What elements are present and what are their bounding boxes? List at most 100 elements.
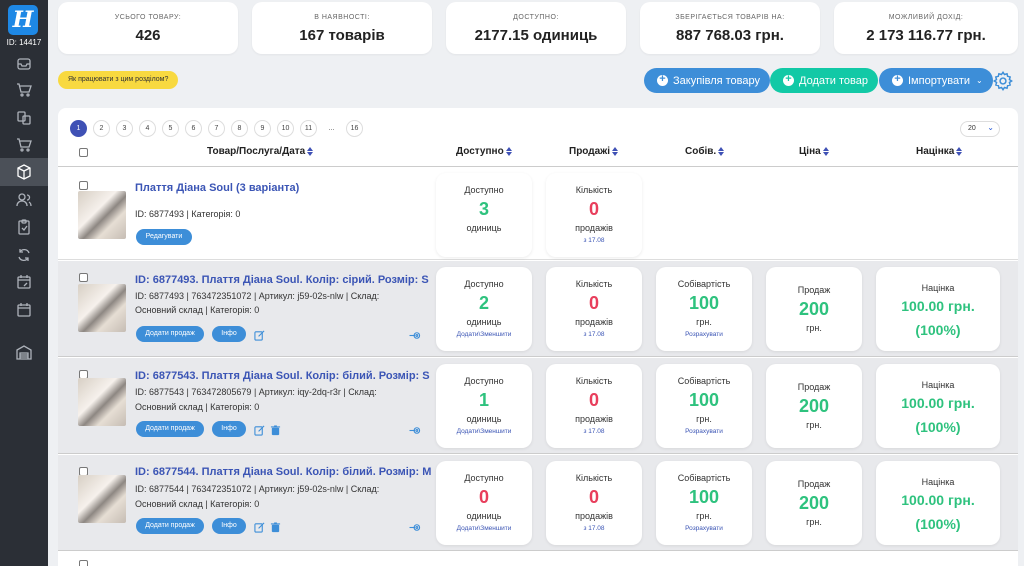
page-button[interactable]: 16 bbox=[346, 120, 363, 137]
calendar-icon[interactable] bbox=[0, 296, 48, 324]
warehouse-icon[interactable] bbox=[0, 338, 48, 366]
header-divider bbox=[58, 166, 1018, 167]
page-button[interactable]: 6 bbox=[185, 120, 202, 137]
adjust-stock-link[interactable]: Додати\Зменшити bbox=[456, 525, 512, 532]
sales-card: Кількість 0 продажів з 17.08 bbox=[546, 364, 642, 448]
card-title: Націнка bbox=[921, 477, 955, 487]
page-button[interactable]: 2 bbox=[93, 120, 110, 137]
page-button[interactable]: 4 bbox=[139, 120, 156, 137]
calendar-edit-icon[interactable] bbox=[0, 268, 48, 296]
variant-title[interactable]: ID: 6877544. Плаття Діана Soul. Колір: б… bbox=[135, 466, 432, 478]
users-icon[interactable] bbox=[0, 186, 48, 214]
sort-icon bbox=[612, 147, 619, 156]
column-cost-label: Собів. bbox=[685, 146, 717, 157]
row-checkbox[interactable] bbox=[79, 273, 88, 282]
variant-settings-icon[interactable] bbox=[408, 328, 422, 339]
sort-icon bbox=[505, 147, 513, 156]
add-product-button[interactable]: Додати товар bbox=[770, 68, 878, 93]
edit-icon[interactable] bbox=[254, 423, 265, 436]
adjust-stock-link[interactable]: Додати\Зменшити bbox=[456, 428, 512, 435]
import-button[interactable]: Імпортувати ⌄ bbox=[879, 68, 993, 93]
calculate-link[interactable]: Розрахувати bbox=[685, 428, 723, 435]
purchase-button-label: Закупівля товару bbox=[673, 74, 760, 87]
cart-icon[interactable] bbox=[0, 131, 48, 159]
variant-row: ID: 6877543. Плаття Діана Soul. Колір: б… bbox=[58, 358, 1018, 454]
products-swap-icon[interactable] bbox=[0, 104, 48, 132]
page-button[interactable]: 11 bbox=[300, 120, 317, 137]
add-sale-button[interactable]: Додати продаж bbox=[136, 326, 204, 342]
card-title: Доступно bbox=[464, 185, 504, 195]
product-row: Плаття Діана Soul (3 варіанта) ID: 68774… bbox=[58, 167, 1018, 260]
add-sale-button[interactable]: Додати продаж bbox=[136, 518, 204, 534]
refresh-icon[interactable] bbox=[0, 241, 48, 269]
edit-icon[interactable] bbox=[254, 520, 265, 533]
column-sales[interactable]: Продажі bbox=[569, 146, 619, 157]
help-button[interactable]: Як працювати з цим розділом? bbox=[58, 71, 179, 89]
add-sale-button[interactable]: Додати продаж bbox=[136, 421, 204, 437]
info-button[interactable]: Інфо bbox=[212, 326, 246, 342]
adjust-stock-link[interactable]: Додати\Зменшити bbox=[456, 331, 512, 338]
stat-value: 426 bbox=[135, 27, 161, 44]
price-card: Продаж 200 грн. bbox=[766, 364, 862, 448]
product-thumbnail[interactable] bbox=[78, 284, 126, 332]
gear-icon[interactable] bbox=[992, 70, 1014, 92]
per-page-value: 20 bbox=[968, 125, 976, 132]
page-button[interactable]: 5 bbox=[162, 120, 179, 137]
box-icon[interactable] bbox=[0, 158, 48, 186]
variant-info-line2: Основний склад | Категорія: 0 bbox=[135, 499, 260, 509]
calculate-link[interactable]: Розрахувати bbox=[685, 525, 723, 532]
variant-info-line2: Основний склад | Категорія: 0 bbox=[135, 305, 260, 315]
plus-circle-icon bbox=[657, 73, 668, 86]
column-available[interactable]: Доступно bbox=[456, 146, 513, 157]
column-markup[interactable]: Націнка bbox=[916, 146, 963, 157]
per-page-select[interactable]: 20 ⌄ bbox=[960, 121, 1000, 137]
page-button[interactable]: 3 bbox=[116, 120, 133, 137]
product-thumbnail[interactable] bbox=[78, 378, 126, 426]
calculate-link[interactable]: Розрахувати bbox=[685, 331, 723, 338]
product-thumbnail[interactable] bbox=[78, 191, 126, 239]
pagination: 1 2 3 4 5 6 7 8 9 10 11 ... 16 bbox=[70, 120, 363, 137]
info-button[interactable]: Інфо bbox=[212, 518, 246, 534]
card-title: Доступно bbox=[464, 376, 504, 386]
variant-settings-icon[interactable] bbox=[408, 520, 422, 531]
variant-title[interactable]: ID: 6877493. Плаття Діана Soul. Колір: с… bbox=[135, 274, 429, 286]
card-value: 1 bbox=[478, 390, 489, 410]
card-date: з 17.08 bbox=[583, 428, 605, 435]
column-price[interactable]: Ціна bbox=[799, 146, 830, 157]
sort-icon bbox=[956, 147, 963, 156]
row-checkbox[interactable] bbox=[79, 560, 88, 566]
page-button[interactable]: 1 bbox=[70, 120, 87, 137]
column-product[interactable]: Товар/Послуга/Дата bbox=[207, 146, 314, 157]
app-logo[interactable]: H bbox=[8, 5, 38, 35]
purchase-button[interactable]: Закупівля товару bbox=[644, 68, 770, 93]
card-title: Доступно bbox=[464, 279, 504, 289]
page-button[interactable]: 8 bbox=[231, 120, 248, 137]
row-checkbox[interactable] bbox=[79, 181, 88, 190]
cart-icon[interactable] bbox=[0, 76, 48, 104]
variant-row: ID: 6877493. Плаття Діана Soul. Колір: с… bbox=[58, 261, 1018, 357]
page-button[interactable]: 7 bbox=[208, 120, 225, 137]
variant-title[interactable]: ID: 6877543. Плаття Діана Soul. Колір: б… bbox=[135, 370, 430, 382]
product-title[interactable]: Плаття Діана Soul (3 варіанта) bbox=[135, 182, 300, 194]
stat-label: В НАЯВНОСТІ: bbox=[314, 14, 370, 21]
trash-icon[interactable] bbox=[270, 520, 281, 533]
sort-icon bbox=[307, 147, 314, 156]
edit-button[interactable]: Редагувати bbox=[136, 229, 192, 245]
info-button[interactable]: Інфо bbox=[212, 421, 246, 437]
edit-icon[interactable] bbox=[254, 328, 265, 341]
trash-icon[interactable] bbox=[270, 423, 281, 436]
column-markup-label: Націнка bbox=[916, 146, 955, 157]
sales-card: Кількість 0 продажів з 17.08 bbox=[546, 267, 642, 351]
stat-stored-value: ЗБЕРІГАЄТЬСЯ ТОВАРІВ НА: 887 768.03 грн. bbox=[640, 2, 820, 54]
user-id: ID: 14417 bbox=[6, 38, 42, 47]
card-value: 3 bbox=[478, 199, 489, 219]
variant-settings-icon[interactable] bbox=[408, 423, 422, 434]
select-all-checkbox[interactable] bbox=[79, 148, 88, 157]
clipboard-icon[interactable] bbox=[0, 213, 48, 241]
product-thumbnail[interactable] bbox=[78, 475, 126, 523]
variant-info-line1: ID: 6877544 | 763472351072 | Артикул: j5… bbox=[135, 484, 380, 494]
inbox-icon[interactable] bbox=[0, 50, 48, 78]
column-cost[interactable]: Собів. bbox=[685, 146, 725, 157]
page-button[interactable]: 10 bbox=[277, 120, 294, 137]
page-button[interactable]: 9 bbox=[254, 120, 271, 137]
